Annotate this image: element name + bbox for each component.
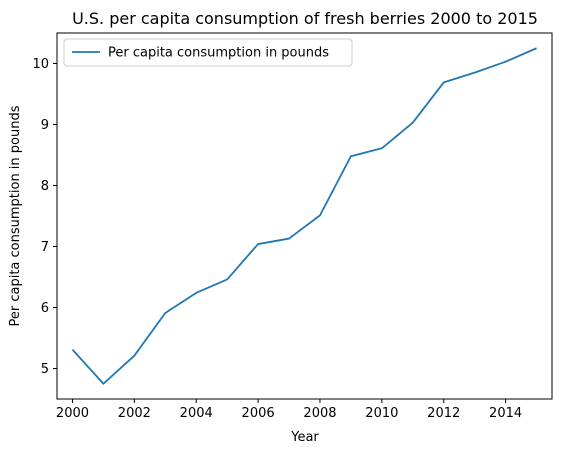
data-point	[257, 243, 260, 246]
y-axis-label: Per capita consumption in pounds	[8, 105, 23, 326]
x-tick-label: 2014	[489, 406, 522, 421]
x-tick-label: 2010	[365, 406, 398, 421]
y-tick-label: 8	[41, 179, 49, 194]
data-point	[380, 147, 383, 150]
x-tick-label: 2004	[180, 406, 213, 421]
data-point	[318, 214, 321, 217]
y-tick-label: 10	[32, 57, 49, 72]
chart-title: U.S. per capita consumption of fresh ber…	[72, 9, 538, 28]
series-layer	[71, 47, 538, 385]
data-point	[411, 121, 414, 124]
data-point	[288, 237, 291, 240]
x-axis: 2000 2002 2004 2006 2008 2010 2012 2014	[56, 399, 522, 421]
y-tick-label: 6	[41, 301, 49, 316]
legend-label: Per capita consumption in pounds	[108, 46, 329, 61]
data-point	[71, 348, 74, 351]
x-tick-label: 2000	[56, 406, 89, 421]
x-tick-label: 2006	[242, 406, 275, 421]
data-point	[349, 155, 352, 158]
x-tick-label: 2002	[118, 406, 151, 421]
legend-box	[63, 38, 353, 67]
data-point	[226, 278, 229, 281]
data-point	[195, 291, 198, 294]
series-line	[71, 47, 537, 385]
y-tick-label: 7	[41, 240, 49, 255]
plot-frame	[56, 32, 553, 400]
data-point	[442, 81, 445, 84]
data-point	[535, 47, 538, 50]
data-point	[133, 354, 136, 357]
y-tick-label: 9	[41, 118, 49, 133]
x-axis-label: Year	[290, 430, 319, 445]
y-axis: 5 6 7 8 9 10	[32, 57, 57, 377]
data-point	[473, 71, 476, 74]
data-point	[504, 60, 507, 63]
data-point	[164, 311, 167, 314]
y-tick-label: 5	[41, 362, 49, 377]
x-tick-label: 2008	[303, 406, 336, 421]
x-tick-label: 2012	[427, 406, 460, 421]
data-point	[102, 382, 105, 385]
legend: Per capita consumption in pounds	[63, 38, 353, 67]
plot-area: 2000 2002 2004 2006 2008 2010 2012 2014 5 6 7 8 9 10…	[32, 32, 553, 421]
